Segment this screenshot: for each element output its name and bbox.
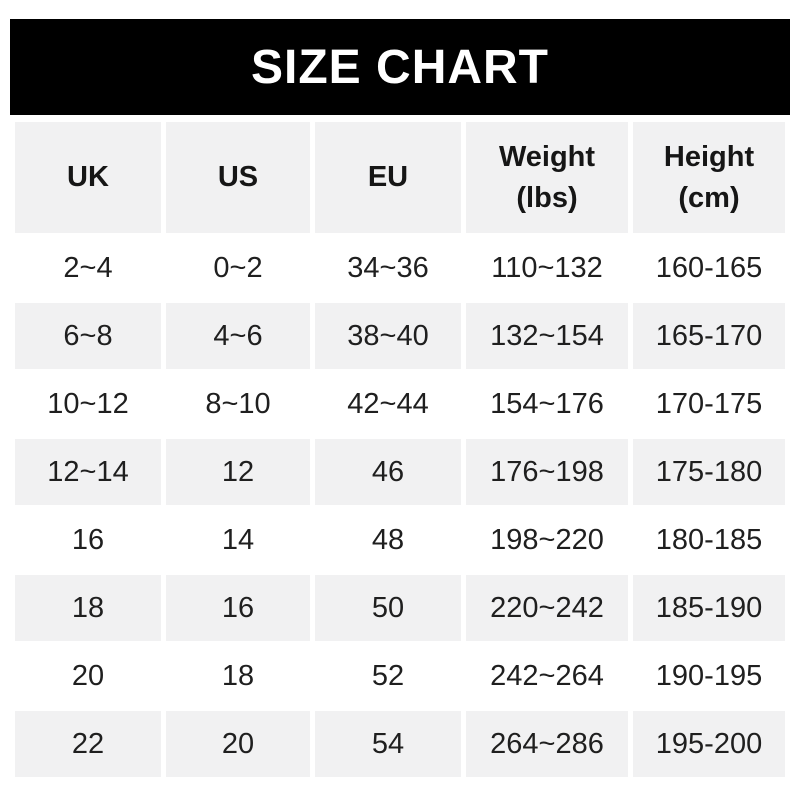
table-cell: 2~4 (15, 235, 161, 301)
table-cell: 190-195 (633, 643, 785, 709)
table-row: 18 16 50 220~242 185-190 (15, 575, 785, 641)
title-bar: SIZE CHART (10, 19, 790, 115)
table-cell: 14 (166, 507, 310, 573)
page-title: SIZE CHART (251, 40, 549, 94)
size-table-body: 2~4 0~2 34~36 110~132 160-165 6~8 4~6 38~40 132~… (15, 235, 785, 777)
table-row: 6~8 4~6 38~40 132~154 165-170 (15, 303, 785, 369)
table-cell: 8~10 (166, 371, 310, 437)
table-cell: 18 (15, 575, 161, 641)
table-row: 10~12 8~10 42~44 154~176 170-175 (15, 371, 785, 437)
table-row: 16 14 48 198~220 180-185 (15, 507, 785, 573)
table-cell: 185-190 (633, 575, 785, 641)
table-cell: 42~44 (315, 371, 461, 437)
table-cell: 160-165 (633, 235, 785, 301)
table-row: 2~4 0~2 34~36 110~132 160-165 (15, 235, 785, 301)
table-cell: 34~36 (315, 235, 461, 301)
table-cell: 50 (315, 575, 461, 641)
table-cell: 18 (166, 643, 310, 709)
table-cell: 198~220 (466, 507, 628, 573)
column-header: Height (cm) (633, 122, 785, 233)
table-cell: 110~132 (466, 235, 628, 301)
table-cell: 48 (315, 507, 461, 573)
column-header: Weight (lbs) (466, 122, 628, 233)
table-cell: 10~12 (15, 371, 161, 437)
table-cell: 154~176 (466, 371, 628, 437)
table-cell: 242~264 (466, 643, 628, 709)
table-cell: 12 (166, 439, 310, 505)
header-row: UK US EU Weight (lbs) Height (cm) (15, 122, 785, 233)
size-table: UK US EU Weight (lbs) Height (cm) 2~4 0~2 34~36 1… (10, 120, 790, 779)
table-cell: 54 (315, 711, 461, 777)
table-cell: 38~40 (315, 303, 461, 369)
table-cell: 52 (315, 643, 461, 709)
table-cell: 4~6 (166, 303, 310, 369)
table-row: 20 18 52 242~264 190-195 (15, 643, 785, 709)
table-cell: 165-170 (633, 303, 785, 369)
table-cell: 220~242 (466, 575, 628, 641)
table-cell: 175-180 (633, 439, 785, 505)
column-header: US (166, 122, 310, 233)
table-cell: 20 (15, 643, 161, 709)
table-cell: 195-200 (633, 711, 785, 777)
table-cell: 180-185 (633, 507, 785, 573)
table-cell: 12~14 (15, 439, 161, 505)
column-header: EU (315, 122, 461, 233)
table-cell: 6~8 (15, 303, 161, 369)
column-header: UK (15, 122, 161, 233)
table-cell: 16 (15, 507, 161, 573)
table-row: 12~14 12 46 176~198 175-180 (15, 439, 785, 505)
table-cell: 0~2 (166, 235, 310, 301)
table-cell: 264~286 (466, 711, 628, 777)
table-cell: 170-175 (633, 371, 785, 437)
table-cell: 176~198 (466, 439, 628, 505)
table-cell: 20 (166, 711, 310, 777)
table-row: 22 20 54 264~286 195-200 (15, 711, 785, 777)
table-cell: 16 (166, 575, 310, 641)
table-cell: 22 (15, 711, 161, 777)
table-cell: 132~154 (466, 303, 628, 369)
table-cell: 46 (315, 439, 461, 505)
